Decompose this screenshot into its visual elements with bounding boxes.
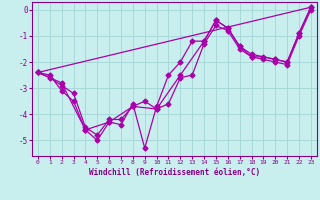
X-axis label: Windchill (Refroidissement éolien,°C): Windchill (Refroidissement éolien,°C): [89, 168, 260, 177]
